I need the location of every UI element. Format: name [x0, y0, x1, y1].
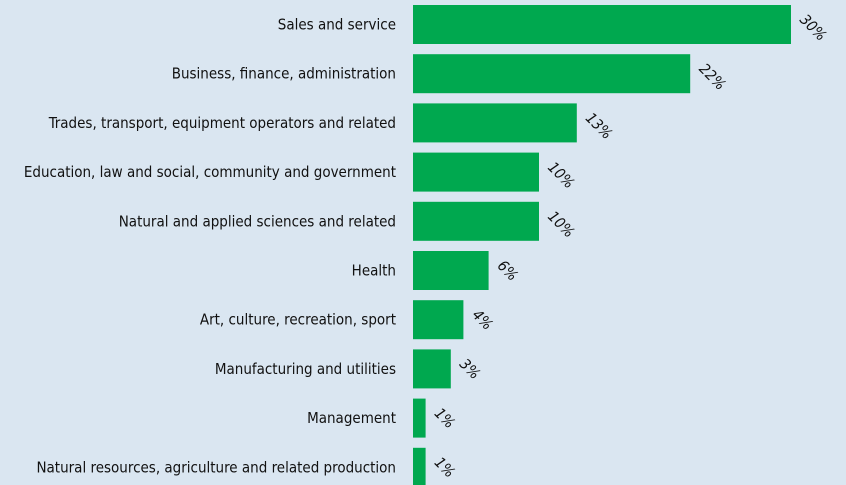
bar-0 — [413, 5, 791, 44]
bar-4 — [413, 201, 539, 241]
bar-6 — [413, 300, 464, 340]
category-label-2: Trades, transport, equipment operators a… — [48, 114, 396, 132]
bars-layer — [413, 5, 791, 485]
category-labels: Sales and service Business, finance, admi… — [24, 16, 396, 477]
category-label-3: Education, law and social, community and… — [24, 163, 396, 181]
category-label-1: Business, finance, administration — [172, 65, 396, 83]
bar-5 — [413, 251, 489, 290]
bar-3 — [413, 152, 539, 192]
category-label-4: Natural and applied sciences and related — [119, 212, 396, 230]
category-label-0: Sales and service — [278, 16, 396, 34]
category-label-7: Manufacturing and utilities — [215, 360, 396, 378]
bar-1 — [413, 54, 691, 94]
bar-8 — [413, 398, 426, 438]
bar-9 — [413, 447, 426, 485]
category-label-5: Health — [352, 262, 396, 280]
bar-2 — [413, 103, 577, 143]
category-label-6: Art, culture, recreation, sport — [200, 311, 396, 329]
category-label-8: Management — [307, 409, 396, 427]
category-label-9: Natural resources, agriculture and relat… — [36, 458, 396, 476]
bar-7 — [413, 349, 451, 389]
